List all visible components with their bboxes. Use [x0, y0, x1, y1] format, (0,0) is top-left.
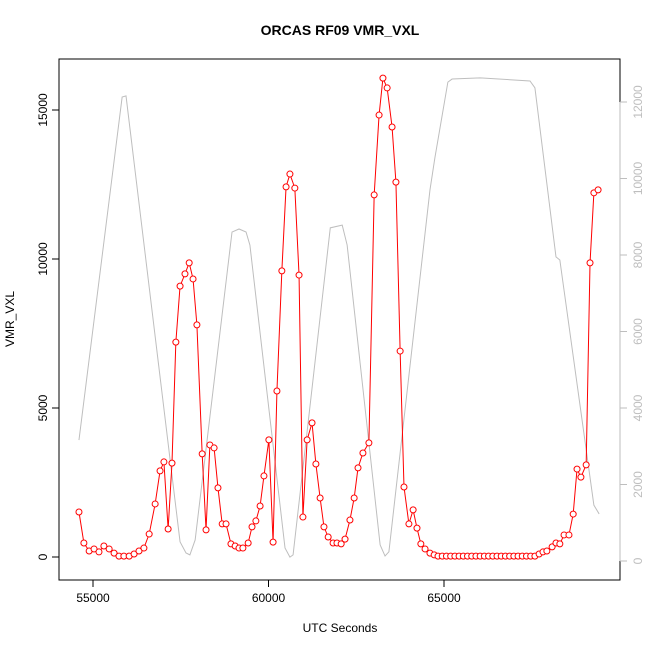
data-point	[151, 500, 159, 508]
data-point	[168, 459, 176, 467]
y2-tick-label: 2000	[631, 471, 645, 498]
data-point	[295, 271, 303, 279]
data-point	[176, 282, 184, 290]
data-point	[569, 510, 577, 518]
data-point	[95, 548, 103, 556]
data-point	[214, 484, 222, 492]
data-point	[354, 464, 362, 472]
data-point	[210, 444, 218, 452]
data-point	[573, 465, 581, 473]
data-point	[185, 259, 193, 267]
data-point	[130, 550, 138, 558]
data-point	[181, 270, 189, 278]
data-point	[383, 84, 391, 92]
data-point	[312, 460, 320, 468]
data-point	[320, 523, 328, 531]
y-tick-label: 15000	[36, 93, 50, 127]
data-point	[140, 544, 148, 552]
data-point	[244, 539, 252, 547]
y2-tick-label: 10000	[631, 161, 645, 195]
data-point	[316, 494, 324, 502]
data-point	[80, 539, 88, 547]
y-tick-label: 0	[36, 553, 50, 560]
data-point	[189, 275, 197, 283]
data-point	[90, 545, 98, 553]
data-point	[135, 547, 143, 555]
x-tick-label: 55000	[76, 591, 110, 605]
data-point	[413, 524, 421, 532]
data-point	[392, 178, 400, 186]
x-axis-label: UTC Seconds	[303, 621, 378, 635]
data-point	[282, 183, 290, 191]
data-point	[396, 347, 404, 355]
data-point	[100, 542, 108, 550]
x-tick-label: 65000	[427, 591, 461, 605]
data-point	[586, 259, 594, 267]
x-tick-label: 60000	[252, 591, 286, 605]
y-axis-label: VMR_VXL	[3, 291, 17, 347]
y2-tick-label: 8000	[631, 241, 645, 268]
data-point	[286, 170, 294, 178]
data-point	[350, 494, 358, 502]
data-point	[337, 540, 345, 548]
data-point	[582, 461, 590, 469]
data-point	[400, 483, 408, 491]
data-point	[370, 191, 378, 199]
data-point	[172, 338, 180, 346]
data-point	[291, 184, 299, 192]
data-point	[269, 538, 277, 546]
data-point	[110, 549, 118, 557]
data-point	[198, 450, 206, 458]
data-point	[375, 111, 383, 119]
data-point	[239, 544, 247, 552]
data-point	[405, 520, 413, 528]
data-point	[346, 516, 354, 524]
data-point	[193, 321, 201, 329]
chart-title: ORCAS RF09 VMR_VXL	[261, 22, 420, 38]
plot-frame	[58, 58, 621, 581]
data-point	[594, 186, 602, 194]
data-point	[164, 525, 172, 533]
y2-tick-label: 6000	[631, 318, 645, 345]
data-point	[341, 535, 349, 543]
data-point	[299, 513, 307, 521]
series-line	[78, 76, 599, 557]
data-point	[543, 547, 551, 555]
data-point	[409, 506, 417, 514]
y2-tick-label: 4000	[631, 394, 645, 421]
data-point	[556, 540, 564, 548]
data-point	[278, 267, 286, 275]
data-point	[324, 533, 332, 541]
data-point	[145, 530, 153, 538]
data-point	[252, 517, 260, 525]
data-point	[156, 467, 164, 475]
data-point	[365, 439, 373, 447]
data-point	[260, 472, 268, 480]
data-point	[222, 520, 230, 528]
data-point	[256, 502, 264, 510]
data-point	[417, 540, 425, 548]
y-tick-label: 10000	[36, 242, 50, 276]
data-point	[359, 449, 367, 457]
y2-tick-label: 0	[631, 557, 645, 564]
data-point	[105, 545, 113, 553]
y2-tick-label: 12000	[631, 85, 645, 119]
data-point	[248, 523, 256, 531]
data-point	[577, 473, 585, 481]
data-point	[565, 531, 573, 539]
series-line	[78, 77, 600, 558]
data-point	[421, 545, 429, 553]
data-point	[273, 387, 281, 395]
data-point	[388, 123, 396, 131]
data-point	[265, 436, 273, 444]
y-tick-label: 5000	[36, 394, 50, 421]
data-point	[308, 419, 316, 427]
data-point	[160, 458, 168, 466]
data-point	[202, 526, 210, 534]
data-point	[379, 74, 387, 82]
data-point	[303, 436, 311, 444]
data-point	[75, 508, 83, 516]
